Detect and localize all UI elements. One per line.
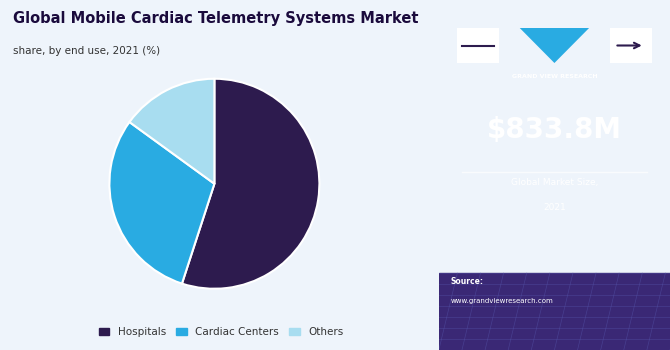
Polygon shape bbox=[520, 28, 589, 63]
Wedge shape bbox=[182, 79, 320, 289]
Legend: Hospitals, Cardiac Centers, Others: Hospitals, Cardiac Centers, Others bbox=[94, 323, 348, 341]
Text: Source:: Source: bbox=[450, 276, 484, 286]
Bar bbox=[439, 273, 670, 350]
Text: 2021: 2021 bbox=[543, 203, 565, 212]
Text: Global Market Size,: Global Market Size, bbox=[511, 178, 598, 188]
FancyBboxPatch shape bbox=[458, 28, 499, 63]
Text: $833.8M: $833.8M bbox=[487, 116, 622, 144]
Text: Global Mobile Cardiac Telemetry Systems Market: Global Mobile Cardiac Telemetry Systems … bbox=[13, 10, 419, 26]
Wedge shape bbox=[129, 79, 214, 184]
Text: share, by end use, 2021 (%): share, by end use, 2021 (%) bbox=[13, 46, 160, 56]
FancyBboxPatch shape bbox=[610, 28, 651, 63]
Text: GRAND VIEW RESEARCH: GRAND VIEW RESEARCH bbox=[512, 74, 597, 78]
Text: www.grandviewresearch.com: www.grandviewresearch.com bbox=[450, 298, 553, 303]
Wedge shape bbox=[109, 122, 214, 284]
